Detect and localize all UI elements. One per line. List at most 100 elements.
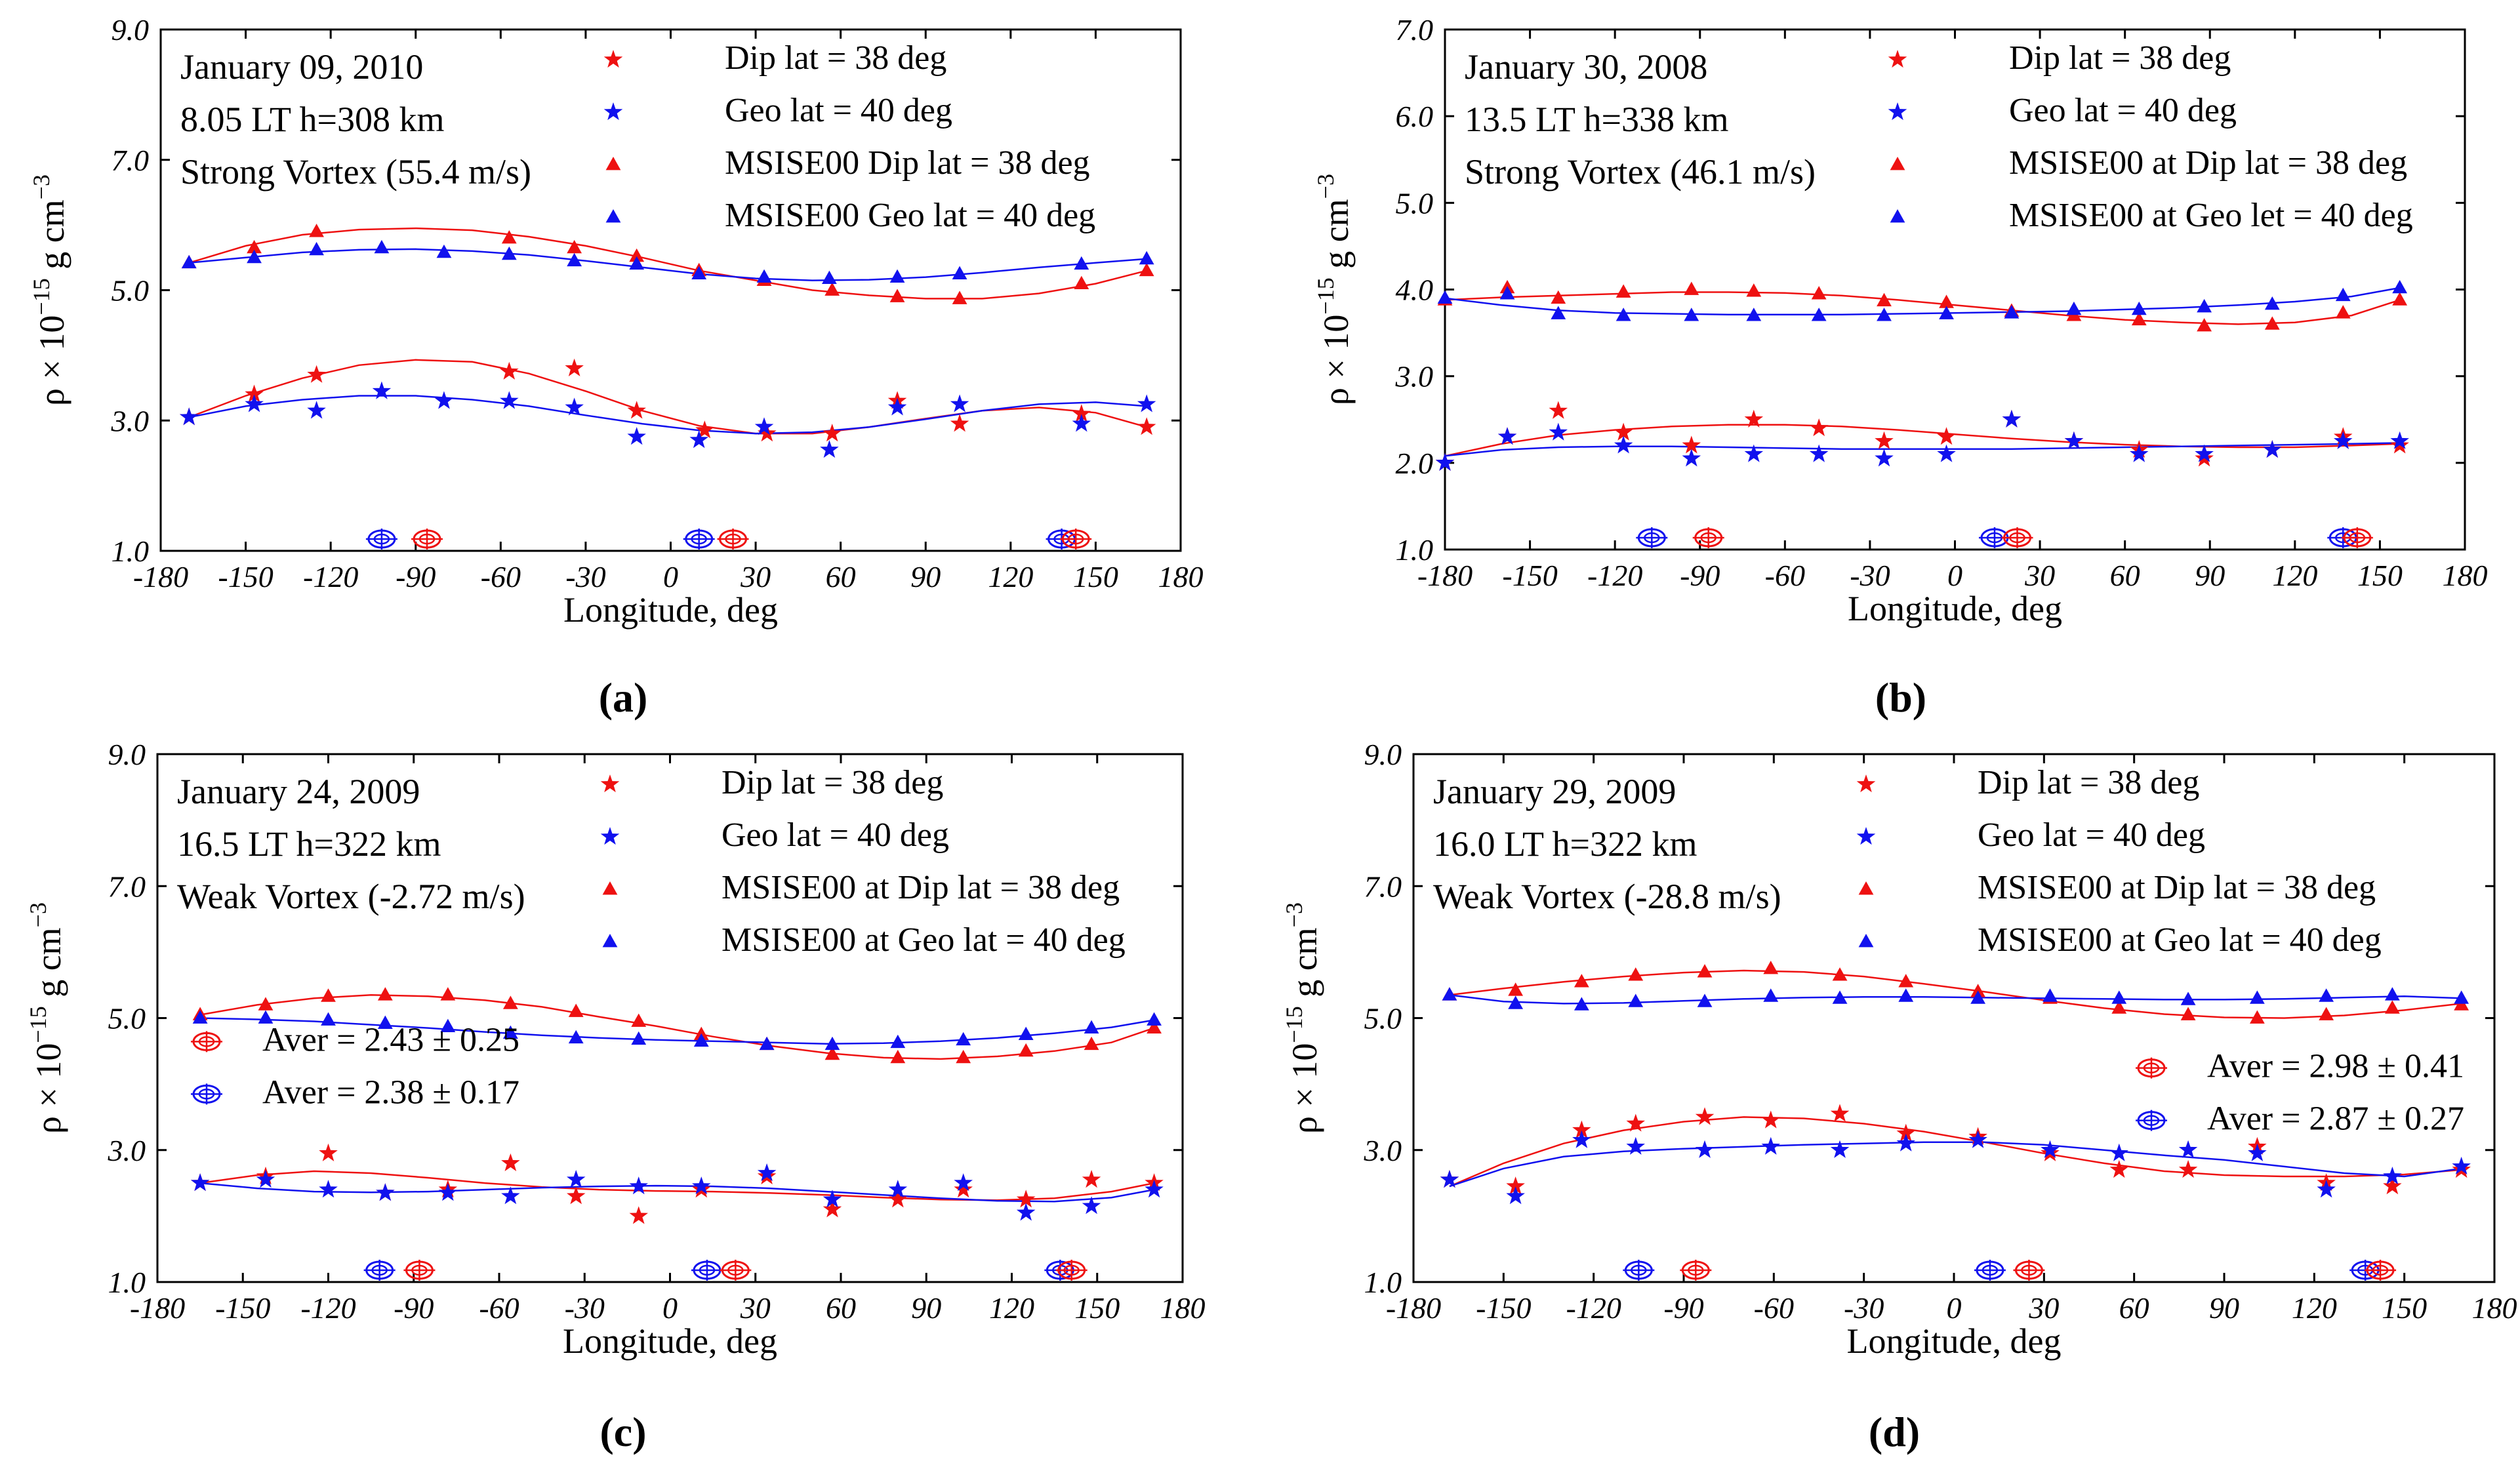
- star-point: [2263, 440, 2282, 458]
- legend-label: MSISE00 Geo lat = 40 deg: [725, 197, 1095, 234]
- triangle-point: [192, 1010, 208, 1024]
- y-tick-label: 9.0: [108, 738, 146, 771]
- x-tick-label: -60: [1765, 559, 1805, 592]
- triangle-point: [1684, 308, 1699, 321]
- triangle-point: [1074, 256, 1089, 270]
- star-point: [2109, 1143, 2128, 1161]
- series-3: [181, 239, 1154, 285]
- star-point: [245, 384, 264, 403]
- fit-line-red-2: [1449, 1116, 2462, 1188]
- x-tick-label: -60: [1754, 1291, 1794, 1325]
- panel-label: (b): [1875, 674, 1926, 721]
- legend-marker: [602, 934, 618, 948]
- y-axis-label-part: g cm: [1285, 927, 1324, 1006]
- x-tick-label: 30: [740, 1291, 771, 1325]
- info-line: Weak Vortex (-28.8 m/s): [1433, 877, 1781, 916]
- average-label: Aver = 2.98 ± 0.41: [2207, 1048, 2464, 1085]
- legend-marker: [603, 50, 623, 68]
- star-point: [1572, 1130, 1591, 1148]
- x-tick-label: 30: [740, 560, 771, 593]
- panel-c: -180 -150 -120 -90 -60 -30 0 30 60 90 120 150 180 1.0…: [25, 738, 1206, 1455]
- y-tick-label: 1.0: [108, 1266, 146, 1299]
- triangle-point: [952, 291, 967, 304]
- y-tick-label: 7.0: [1396, 13, 1434, 47]
- fit-line-blue-3: [188, 395, 1147, 435]
- x-tick-label: 60: [826, 1291, 856, 1325]
- star-point: [823, 1190, 842, 1208]
- star-point: [2334, 431, 2353, 449]
- y-tick-label: 2.0: [1396, 447, 1434, 480]
- triangle-point: [1139, 262, 1154, 277]
- star-point: [1761, 1110, 1780, 1129]
- star-point: [1682, 449, 1701, 467]
- y-tick-label: 5.0: [112, 274, 150, 308]
- triangle-point: [824, 1036, 840, 1051]
- triangle-point: [440, 987, 456, 1001]
- info-line: January 24, 2009: [177, 772, 420, 811]
- triangle-point: [1939, 306, 1954, 319]
- star-point: [1744, 444, 1764, 462]
- star-point: [1506, 1186, 1525, 1205]
- triangle-point: [756, 269, 772, 283]
- triangle-point: [1628, 993, 1644, 1007]
- star-point: [1626, 1136, 1645, 1155]
- legend-marker: [1856, 774, 1876, 793]
- x-tick-label: -60: [481, 560, 521, 593]
- triangle-point: [1832, 967, 1848, 981]
- triangle-point: [1628, 967, 1644, 981]
- y-axis-label-part: ρ × 10: [29, 1043, 68, 1134]
- legend-label: Dip lat = 38 deg: [1978, 764, 2199, 801]
- star-point: [2130, 444, 2149, 462]
- y-axis-label-part: −15: [25, 1006, 51, 1043]
- panel-label: (d): [1869, 1409, 1920, 1455]
- legend-label: MSISE00 at Dip lat = 38 deg: [721, 869, 1120, 906]
- star-point: [689, 430, 708, 449]
- triangle-point: [2264, 316, 2280, 330]
- x-tick-label: 90: [911, 1291, 941, 1325]
- x-tick-label: -90: [396, 560, 436, 593]
- triangle-point: [1551, 306, 1566, 319]
- x-tick-label: -30: [565, 1291, 605, 1325]
- x-tick-label: 120: [988, 560, 1033, 593]
- star-point: [501, 1186, 520, 1205]
- vortex-marker: [1974, 1260, 2006, 1281]
- star-point: [1626, 1113, 1645, 1132]
- legend-marker: [600, 827, 620, 845]
- triangle-point: [1074, 275, 1089, 289]
- triangle-point: [568, 1003, 584, 1017]
- star-point: [256, 1170, 275, 1188]
- triangle-point: [377, 987, 393, 1001]
- y-tick-label: 9.0: [112, 13, 150, 47]
- fit-line-red-0: [1449, 969, 2462, 1019]
- triangle-point: [2131, 311, 2147, 326]
- x-tick-label: 30: [2028, 1291, 2059, 1325]
- vortex-marker: [2001, 527, 2033, 548]
- star-point: [1896, 1133, 1915, 1152]
- vortex-marker: [2013, 1260, 2045, 1281]
- x-tick-label: 150: [1073, 560, 1118, 593]
- x-tick-label: 120: [989, 1291, 1034, 1325]
- star-point: [1937, 427, 1956, 445]
- average-label: Aver = 2.87 ± 0.27: [2207, 1100, 2464, 1138]
- y-axis-label-part: −3: [1281, 902, 1307, 927]
- triangle-point: [2197, 318, 2212, 332]
- triangle-point: [1018, 1026, 1034, 1041]
- triangle-point: [181, 254, 197, 269]
- star-point: [319, 1143, 338, 1161]
- triangle-point: [759, 1036, 775, 1051]
- series-3: [192, 1010, 1162, 1051]
- star-point: [1809, 418, 1829, 437]
- star-point: [372, 381, 392, 399]
- y-tick-label: 7.0: [1364, 870, 1402, 903]
- triangle-point: [309, 224, 324, 237]
- star-point: [1896, 1123, 1915, 1142]
- x-tick-label: 60: [2119, 1291, 2149, 1325]
- star-point: [319, 1180, 338, 1198]
- y-tick-label: 3.0: [108, 1134, 146, 1167]
- triangle-point: [2111, 990, 2127, 1004]
- triangle-point: [1697, 964, 1713, 978]
- triangle-point: [1763, 988, 1779, 1002]
- star-point: [1830, 1140, 1850, 1158]
- x-tick-label: -180: [1417, 559, 1473, 592]
